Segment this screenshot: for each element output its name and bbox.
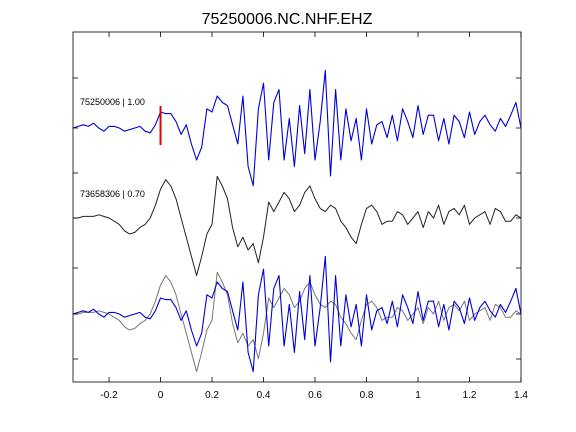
overlay-trace-target	[72, 255, 522, 373]
x-tick-label: 0.2	[205, 390, 219, 401]
x-tick-label: 0	[158, 390, 164, 401]
plot-frame	[72, 31, 522, 383]
x-tick-label: 0.4	[257, 390, 271, 401]
axis-ticks: -0.2 0 0.2 0.4 0.6 0.8 1 1.2 1.4	[73, 32, 528, 401]
x-tick-label: 1	[415, 390, 421, 401]
x-tick-label: 0.6	[308, 390, 322, 401]
trace-target	[72, 69, 522, 187]
traces	[72, 69, 522, 373]
trace-template	[73, 175, 522, 277]
x-tick-label: 1.4	[514, 390, 528, 401]
x-tick-label: -0.2	[100, 390, 118, 401]
x-tick-label: 0.8	[360, 390, 374, 401]
chart-title: 75250006.NC.NHF.EHZ	[202, 11, 373, 28]
trace-label-template: 73658306 | 0.70	[80, 189, 145, 199]
trace-label-target: 75250006 | 1.00	[80, 97, 145, 107]
overlay-trace-template	[73, 271, 522, 373]
x-tick-label: 1.2	[463, 390, 477, 401]
